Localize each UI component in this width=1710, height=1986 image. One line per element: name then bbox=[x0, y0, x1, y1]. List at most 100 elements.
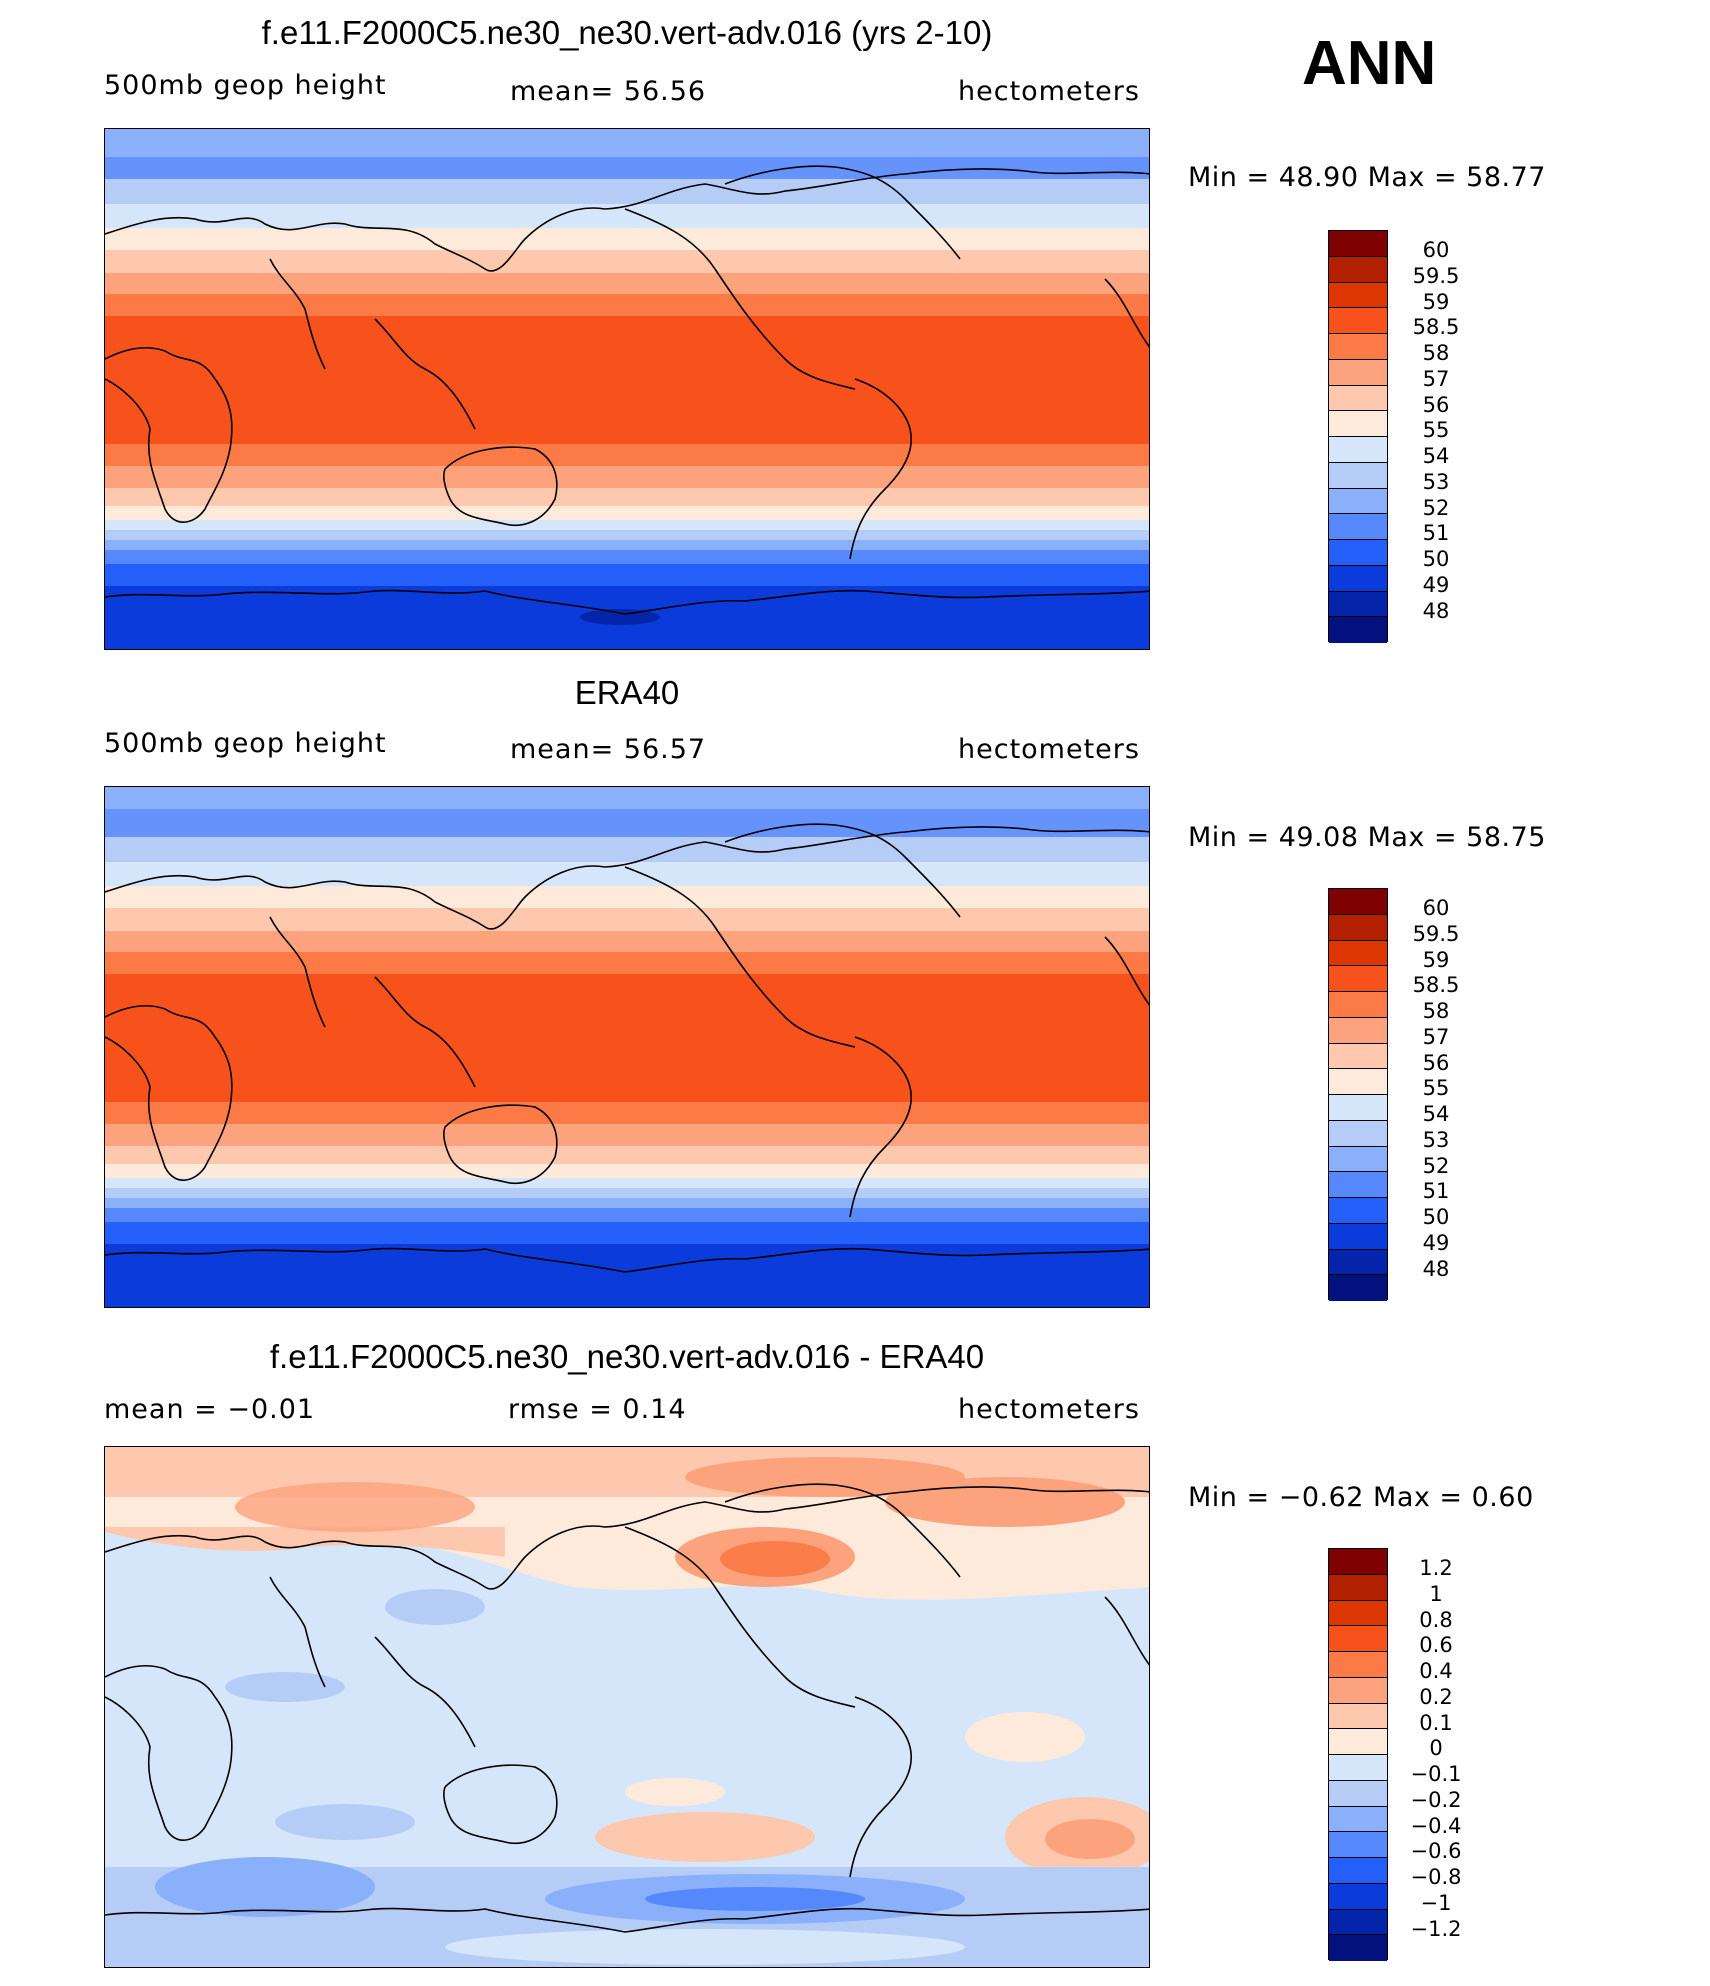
colorbar-swatch bbox=[1329, 889, 1387, 915]
panel2-variable-label: 500mb geop height bbox=[104, 728, 387, 759]
colorbar-tick-label: 59 bbox=[1422, 947, 1450, 972]
colorbar-swatch bbox=[1329, 966, 1387, 992]
colorbar-swatch bbox=[1329, 282, 1387, 309]
colorbar-tick-label: 59.5 bbox=[1412, 263, 1460, 288]
colorbar-tick-label: 49 bbox=[1422, 1230, 1450, 1255]
colorbar-swatch bbox=[1329, 1858, 1387, 1884]
colorbar-swatch bbox=[1329, 385, 1387, 412]
panel2-colorbar bbox=[1328, 888, 1388, 1301]
colorbar-swatch bbox=[1329, 1146, 1387, 1173]
colorbar-swatch bbox=[1329, 1095, 1387, 1121]
colorbar-swatch bbox=[1329, 940, 1387, 967]
colorbar-tick-label: 60 bbox=[1422, 896, 1450, 920]
colorbar-tick-label: 57 bbox=[1422, 1024, 1450, 1049]
colorbar-tick-label: 52 bbox=[1422, 495, 1450, 520]
panel1-map bbox=[104, 128, 1150, 650]
colorbar-tick-label: −0.6 bbox=[1410, 1839, 1462, 1864]
panel3-colorbar bbox=[1328, 1548, 1388, 1961]
colorbar-swatch bbox=[1329, 1909, 1387, 1936]
colorbar-swatch bbox=[1329, 308, 1387, 334]
colorbar-swatch bbox=[1329, 1043, 1387, 1070]
colorbar-swatch bbox=[1329, 437, 1387, 463]
colorbar-tick-label: 54 bbox=[1422, 1102, 1450, 1126]
colorbar-swatch bbox=[1329, 1574, 1387, 1601]
panel1-mean-label: mean= 56.56 bbox=[510, 76, 707, 107]
colorbar-swatch bbox=[1329, 231, 1387, 257]
colorbar-tick-label: 0 bbox=[1429, 1736, 1443, 1761]
colorbar-swatch bbox=[1329, 1755, 1387, 1781]
colorbar-swatch bbox=[1329, 1549, 1387, 1575]
colorbar-swatch bbox=[1329, 1172, 1387, 1198]
colorbar-swatch bbox=[1329, 1703, 1387, 1730]
colorbar-swatch bbox=[1329, 1223, 1387, 1250]
colorbar-tick-label: 1.2 bbox=[1419, 1556, 1453, 1580]
colorbar-tick-label: 60 bbox=[1422, 238, 1450, 262]
panel1-units-label: hectometers bbox=[958, 76, 1140, 107]
colorbar-tick-label: 50 bbox=[1422, 1205, 1450, 1229]
panel3-map bbox=[104, 1446, 1150, 1968]
colorbar-tick-label: 55 bbox=[1422, 418, 1450, 443]
colorbar-swatch bbox=[1329, 256, 1387, 283]
panel1-contour-plot bbox=[105, 129, 1149, 649]
colorbar-tick-label: −1 bbox=[1420, 1890, 1452, 1915]
colorbar-swatch bbox=[1329, 334, 1387, 360]
colorbar-tick-label: 0.4 bbox=[1419, 1659, 1453, 1683]
panel3-title: f.e11.F2000C5.ne30_ne30.vert-adv.016 - E… bbox=[269, 1338, 985, 1375]
colorbar-tick-label: 49 bbox=[1422, 572, 1450, 597]
colorbar-swatch bbox=[1329, 565, 1387, 592]
colorbar-swatch bbox=[1329, 514, 1387, 540]
colorbar-tick-label: 56 bbox=[1422, 1050, 1450, 1075]
colorbar-swatch bbox=[1329, 540, 1387, 566]
panel3-minmax: Min = −0.62 Max = 0.60 bbox=[1188, 1482, 1534, 1513]
colorbar-tick-label: 59 bbox=[1422, 289, 1450, 314]
colorbar-tick-label: 1 bbox=[1429, 1581, 1443, 1606]
colorbar-swatch bbox=[1329, 617, 1387, 643]
colorbar-swatch bbox=[1329, 992, 1387, 1018]
colorbar-tick-label: 48 bbox=[1422, 1256, 1450, 1281]
colorbar-swatch bbox=[1329, 1652, 1387, 1678]
colorbar-tick-label: 54 bbox=[1422, 444, 1450, 468]
colorbar-tick-label: 50 bbox=[1422, 547, 1450, 571]
colorbar-swatch bbox=[1329, 1069, 1387, 1095]
panel2-mean-label: mean= 56.57 bbox=[510, 734, 707, 765]
colorbar-tick-label: 58.5 bbox=[1412, 973, 1460, 998]
colorbar-tick-label: 58 bbox=[1422, 341, 1450, 365]
colorbar-swatch bbox=[1329, 1677, 1387, 1704]
panel2-units-label: hectometers bbox=[958, 734, 1140, 765]
colorbar-tick-label: 51 bbox=[1422, 521, 1450, 546]
panel3-rmse-label: rmse = 0.14 bbox=[508, 1394, 687, 1425]
colorbar-swatch bbox=[1329, 1729, 1387, 1755]
colorbar-tick-label: −0.8 bbox=[1410, 1865, 1462, 1889]
colorbar-swatch bbox=[1329, 1832, 1387, 1858]
colorbar-tick-label: 52 bbox=[1422, 1153, 1450, 1178]
panel1-variable-label: 500mb geop height bbox=[104, 70, 387, 101]
colorbar-tick-label: 53 bbox=[1422, 469, 1450, 494]
panel1-minmax: Min = 48.90 Max = 58.77 bbox=[1188, 162, 1546, 193]
colorbar-swatch bbox=[1329, 488, 1387, 515]
colorbar-tick-label: 53 bbox=[1422, 1127, 1450, 1152]
colorbar-tick-label: 58.5 bbox=[1412, 315, 1460, 340]
panel1-colorbar bbox=[1328, 230, 1388, 643]
colorbar-tick-label: 56 bbox=[1422, 392, 1450, 417]
colorbar-swatch bbox=[1329, 591, 1387, 618]
panel2-minmax: Min = 49.08 Max = 58.75 bbox=[1188, 822, 1546, 853]
colorbar-swatch bbox=[1329, 1017, 1387, 1044]
colorbar-tick-label: 57 bbox=[1422, 366, 1450, 391]
panel2-title: ERA40 bbox=[574, 674, 680, 711]
colorbar-swatch bbox=[1329, 914, 1387, 941]
colorbar-tick-label: 51 bbox=[1422, 1179, 1450, 1204]
colorbar-tick-label: 58 bbox=[1422, 999, 1450, 1023]
colorbar-tick-label: −0.4 bbox=[1410, 1813, 1462, 1838]
colorbar-tick-label: 0.1 bbox=[1419, 1710, 1453, 1735]
colorbar-tick-label: 55 bbox=[1422, 1076, 1450, 1101]
colorbar-swatch bbox=[1329, 1275, 1387, 1301]
colorbar-swatch bbox=[1329, 411, 1387, 437]
colorbar-tick-label: −0.1 bbox=[1410, 1762, 1462, 1786]
panel2-map bbox=[104, 786, 1150, 1308]
colorbar-swatch bbox=[1329, 1249, 1387, 1276]
panel3-units-label: hectometers bbox=[958, 1394, 1140, 1425]
colorbar-swatch bbox=[1329, 359, 1387, 386]
panel3-mean-label: mean = −0.01 bbox=[104, 1394, 316, 1425]
colorbar-swatch bbox=[1329, 1806, 1387, 1833]
panel2-contour-plot bbox=[105, 787, 1149, 1307]
